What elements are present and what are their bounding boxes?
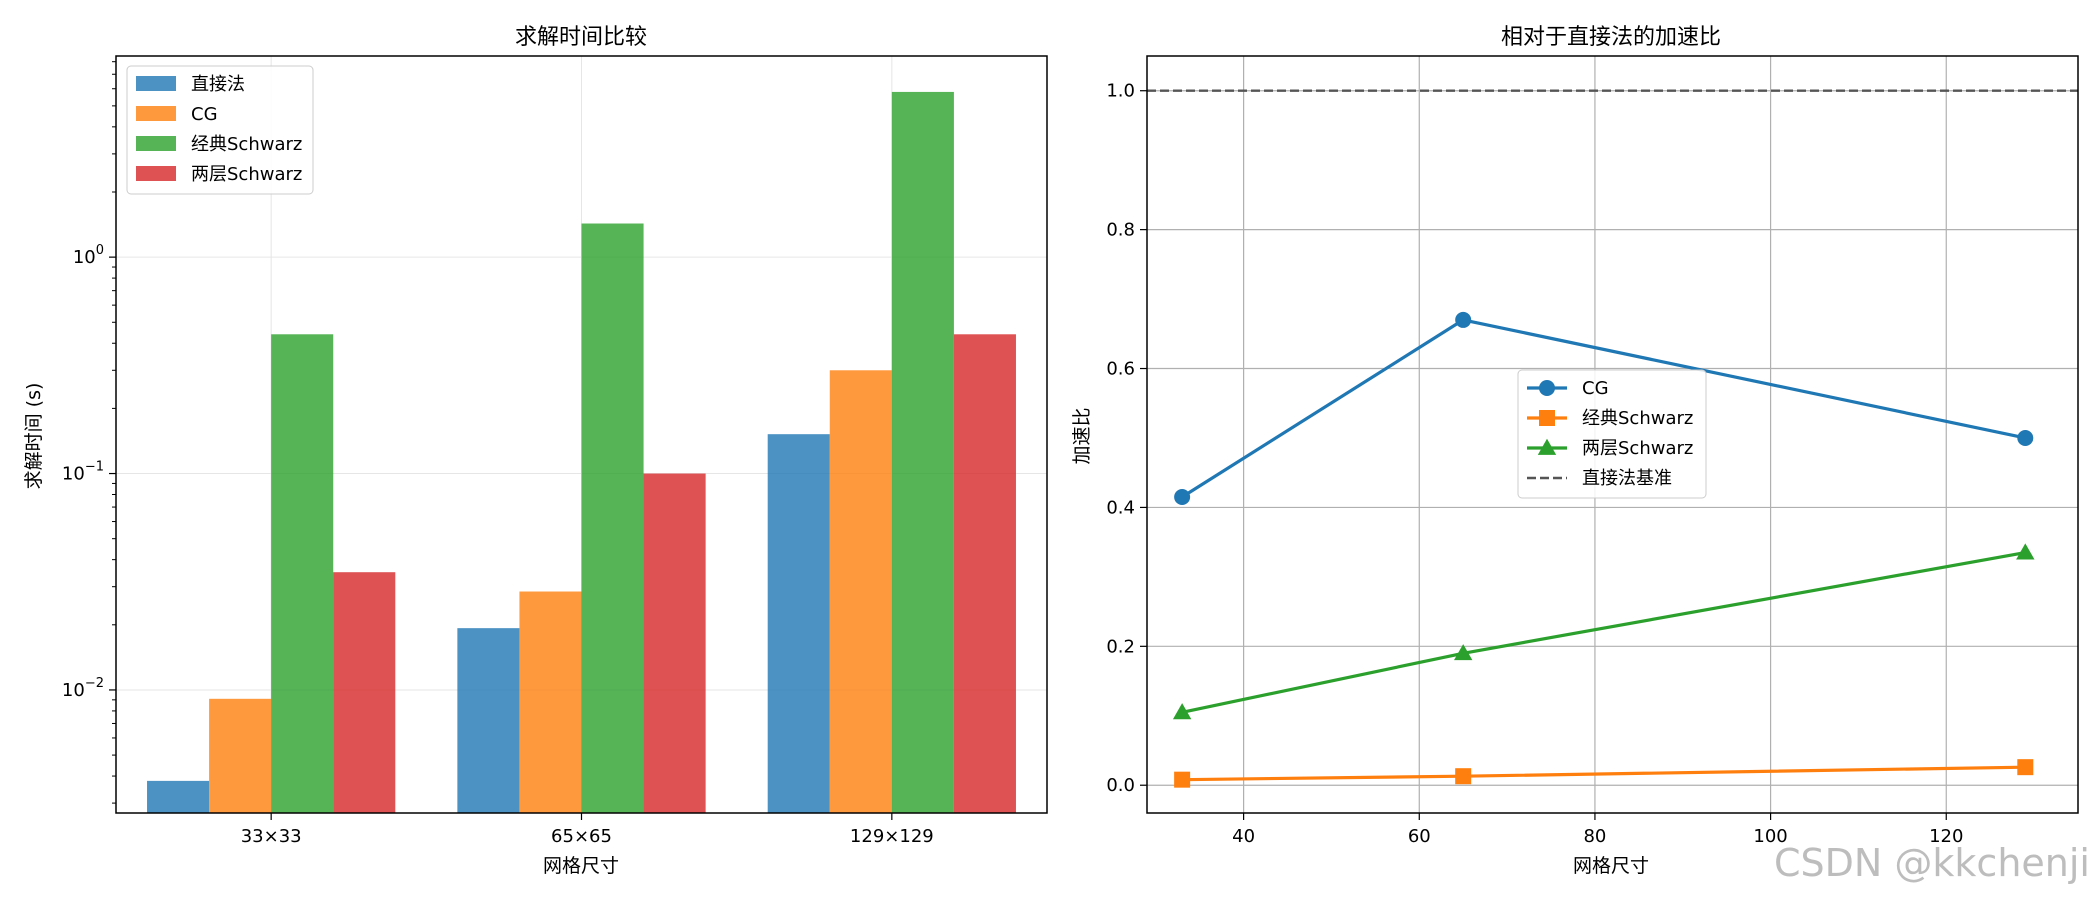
chart1-bar	[271, 334, 334, 813]
chart1-bar	[581, 223, 644, 813]
chart1-xtick-label: 65×65	[551, 826, 612, 847]
chart1-legend-label: CG	[191, 104, 218, 125]
chart2-legend-box	[1517, 369, 1707, 499]
chart1-legend-swatch	[136, 166, 176, 181]
chart1-bar	[147, 780, 210, 813]
solve-time-bar-chart: 求解时间比较 网格尺寸 求解时间 (s) 10−2 10−1 100 33×33 65×…	[23, 25, 1048, 877]
chart2-legend-marker	[1539, 410, 1555, 426]
chart1-title: 求解时间比较	[515, 25, 647, 50]
chart1-legend-swatch	[136, 106, 176, 121]
chart1-bar	[767, 434, 830, 813]
chart2-ytick-label: 0.8	[1106, 220, 1135, 241]
chart2-series-line	[1181, 550, 2026, 714]
chart2-ytick-label: 0.4	[1106, 497, 1135, 518]
chart1-ytick-label: 10−1	[62, 460, 104, 485]
chart2-series-line	[1182, 765, 2026, 782]
chart2-ytick-label: 0.0	[1106, 775, 1135, 796]
chart1-ylabel: 求解时间 (s)	[23, 383, 45, 490]
chart2-legend-label: 直接法基准	[1582, 468, 1672, 489]
chart1-xtick-label: 33×33	[241, 826, 302, 847]
chart2-legend-marker	[1537, 438, 1557, 455]
chart1-legend-label: 直接法	[191, 74, 245, 95]
chart2-data-point	[1174, 771, 1191, 788]
chart2-data-point	[1455, 768, 1472, 785]
chart2-data-point	[1453, 644, 1473, 661]
chart2-data-point	[2016, 543, 2035, 560]
chart2-title: 相对于直接法的加速比	[1501, 25, 1721, 50]
chart1-xtick-label: 129×129	[850, 826, 934, 847]
chart2-xtick-label: 60	[1408, 826, 1431, 847]
chart2-xtick-label: 100	[1753, 826, 1787, 847]
watermark-text: CSDN @kkchenji	[1774, 841, 2090, 885]
chart2-xlabel: 网格尺寸	[1573, 855, 1649, 877]
chart2-data-point	[1455, 311, 1472, 328]
chart1-bar	[457, 628, 520, 813]
chart1-xlabel: 网格尺寸	[543, 855, 619, 877]
chart2-legend-label: CG	[1582, 378, 1609, 399]
chart1-bar	[953, 334, 1016, 813]
chart1-legend-swatch	[136, 136, 176, 151]
chart1-ytick-label: 100	[73, 243, 104, 268]
chart1-bar	[643, 473, 706, 813]
chart2-legend-marker	[1539, 380, 1555, 396]
chart2-ylabel: 加速比	[1071, 407, 1093, 464]
chart2-plot-frame	[1146, 55, 2079, 814]
chart1-legend-label: 经典Schwarz	[191, 134, 302, 155]
chart2-ytick-label: 0.2	[1106, 636, 1135, 657]
speedup-line-chart: 相对于直接法的加速比 网格尺寸 加速比 40 60 80 100 120 0.0 0.2 0.…	[1071, 25, 2079, 877]
chart2-ytick-label: 0.6	[1106, 359, 1135, 380]
chart2-xtick-label: 40	[1232, 826, 1255, 847]
chart1-legend-label: 两层Schwarz	[191, 164, 302, 185]
chart2-xtick-label: 80	[1583, 826, 1606, 847]
chart1-legend-swatch	[136, 76, 176, 91]
chart1-ytick-label: 10−2	[62, 676, 104, 701]
chart2-legend-label: 两层Schwarz	[1582, 438, 1693, 459]
chart1-bar	[333, 572, 396, 813]
chart2-data-point	[2017, 429, 2034, 446]
chart1-legend-box	[126, 65, 314, 195]
chart2-data-point	[1172, 703, 1192, 720]
chart1-bar	[829, 370, 892, 813]
chart1-bar	[209, 698, 272, 813]
chart2-data-point	[1174, 489, 1191, 506]
chart2-legend-label: 经典Schwarz	[1582, 408, 1693, 429]
chart2-data-point	[2017, 759, 2034, 776]
chart2-xtick-label: 120	[1929, 826, 1963, 847]
chart1-bar	[519, 591, 582, 813]
chart2-ytick-label: 1.0	[1106, 81, 1135, 102]
chart1-bar	[891, 91, 954, 813]
